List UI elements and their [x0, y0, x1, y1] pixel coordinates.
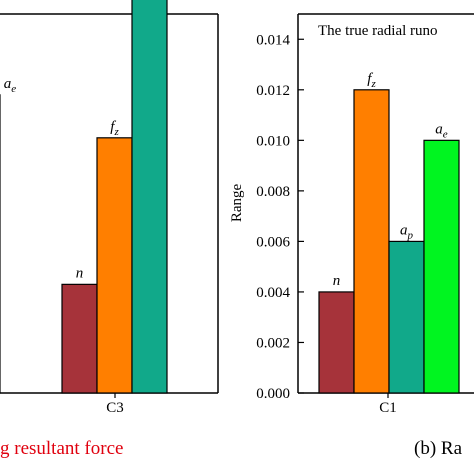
panel-a-bar-label-n: n: [76, 265, 84, 281]
panel-b-bar-label-ap: ap: [400, 222, 414, 241]
panel-b-y-tick-label: 0.004: [256, 285, 290, 301]
panel-a-x-tick-label: C3: [106, 400, 124, 416]
panel-b-bar-ap: [388, 240, 425, 394]
panel-b-bars: n fz ap ae: [318, 71, 460, 394]
panel-b-title: The true radial runo: [318, 23, 438, 39]
panel-b-y-tick-label: 0.010: [256, 133, 290, 149]
panel-b-bar-label-n: n: [333, 273, 341, 289]
panel-b-y-axis-title: Range: [229, 184, 245, 223]
panel-b-y-tick-label: 0.012: [256, 83, 290, 99]
panel-b-y-ticks: 0.000 0.002 0.004 0.006 0.008 0.010 0.012 0.014: [256, 32, 304, 402]
panel-b-bar-fz: [353, 89, 390, 394]
panel-b-bar-ae: [423, 139, 460, 394]
panel-a-bar-fz: [96, 137, 133, 394]
panel-b-bar-label-fz: fz: [367, 71, 376, 90]
panel-b-y-tick-label: 0.014: [256, 32, 290, 48]
panel-b-y-tick-label: 0.006: [256, 234, 290, 250]
panel-a: aenfzap C3: [0, 0, 219, 416]
panel-b-y-tick-label: 0.008: [256, 184, 290, 200]
panel-a-bar-label-fz: fz: [110, 119, 119, 138]
panel-b-y-tick-label: 0.002: [256, 335, 290, 351]
panel-b-bar-label-ae: ae: [435, 121, 448, 140]
panel-b-y-tick-label: 0.000: [256, 386, 290, 402]
panel-a-caption: g resultant force: [0, 438, 124, 459]
panel-b-bar-n: [318, 291, 355, 394]
panel-b-x-tick-label: C1: [379, 400, 397, 416]
panel-a-bar-ap: [131, 0, 168, 394]
panel-b-caption: (b) Ra: [414, 438, 463, 459]
panel-a-bar-label-ae: ae: [4, 76, 17, 95]
panel-b: 0.000 0.002 0.004 0.006 0.008 0.010 0.012 0.014…: [229, 13, 474, 416]
panel-a-bar-n: [61, 283, 98, 394]
panel-a-bars: aenfzap: [0, 0, 168, 394]
